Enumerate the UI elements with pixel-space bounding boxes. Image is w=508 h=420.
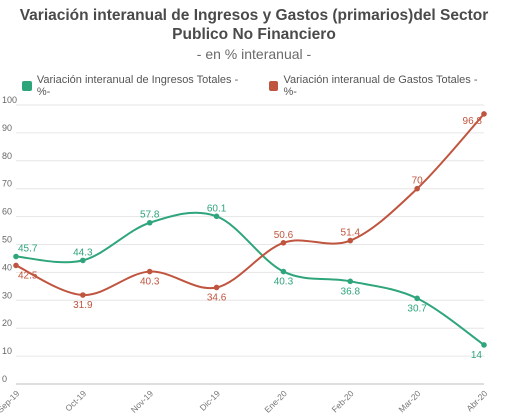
x-tick-label: Feb-20 (330, 388, 356, 414)
series-line-gastos (15, 113, 485, 297)
x-tick-label: Dic-19 (198, 388, 223, 413)
y-tick-label: 80 (2, 151, 12, 161)
data-point (481, 342, 487, 348)
legend-item-gastos[interactable]: Variación interanual de Gastos Totales -… (268, 74, 488, 98)
legend-swatch-gastos (268, 81, 279, 91)
series-line-ingresos (15, 211, 485, 346)
data-label: 44.3 (73, 247, 93, 258)
data-label: 50.6 (274, 230, 294, 241)
data-point (213, 213, 220, 220)
data-label: 42.5 (18, 270, 38, 281)
y-tick-label: 10 (2, 346, 12, 356)
data-point (13, 262, 19, 269)
x-tick-label: Abr-20 (464, 388, 489, 413)
y-tick-label: 100 (2, 95, 17, 105)
data-label: 36.8 (341, 286, 361, 297)
data-label: 30.7 (407, 303, 427, 314)
y-tick-label: 60 (2, 207, 12, 217)
x-tick-label: Oct-19 (63, 388, 88, 413)
x-tick-label: Ene-20 (262, 388, 289, 415)
chart-subtitle: - en % interanual - (196, 46, 312, 62)
x-tick-label: Mar-20 (396, 388, 422, 414)
y-tick-label: 90 (2, 123, 12, 133)
x-tick-label: Sep-19 (0, 388, 22, 415)
data-label: 40.3 (140, 277, 160, 288)
data-label: 45.7 (18, 243, 38, 254)
legend: Variación interanual de Ingresos Totales… (22, 74, 508, 98)
legend-swatch-ingresos (22, 81, 32, 91)
legend-label-ingresos: Variación interanual de Ingresos Totales… (36, 74, 239, 98)
data-label: 31.9 (73, 300, 93, 311)
chart-title-line2: Publico No Financiero (172, 26, 336, 43)
data-point (80, 257, 86, 264)
data-point (146, 219, 153, 226)
data-point (13, 253, 19, 260)
y-tick-label: 40 (2, 262, 12, 272)
data-point (414, 295, 420, 302)
data-label: 96.8 (463, 116, 483, 127)
data-point (280, 240, 287, 246)
data-label: 34.6 (207, 292, 227, 303)
data-point (146, 268, 153, 275)
data-point (213, 284, 220, 291)
data-label: 51.4 (341, 228, 361, 239)
data-label: 57.8 (140, 210, 160, 221)
data-point (347, 278, 354, 285)
y-tick-label: 50 (2, 235, 12, 245)
y-tick-label: 30 (2, 290, 12, 300)
data-point (80, 292, 86, 298)
data-label: 60.1 (207, 203, 227, 214)
data-label: 40.3 (274, 277, 294, 288)
data-point (481, 111, 487, 117)
legend-item-ingresos[interactable]: Variación interanual de Ingresos Totales… (22, 74, 249, 98)
x-tick-label: Nov-19 (129, 388, 156, 415)
data-label: 14 (471, 350, 483, 361)
chart-title: Variación interanual de Ingresos y Gasto… (19, 7, 489, 24)
y-tick-label: 0 (2, 374, 7, 384)
y-tick-label: 20 (2, 318, 12, 328)
data-point (280, 268, 287, 275)
data-point (347, 237, 354, 244)
y-tick-label: 70 (2, 179, 12, 189)
legend-label-gastos: Variación interanual de Gastos Totales -… (283, 74, 478, 98)
data-point (414, 185, 420, 192)
data-label: 70 (412, 176, 424, 187)
